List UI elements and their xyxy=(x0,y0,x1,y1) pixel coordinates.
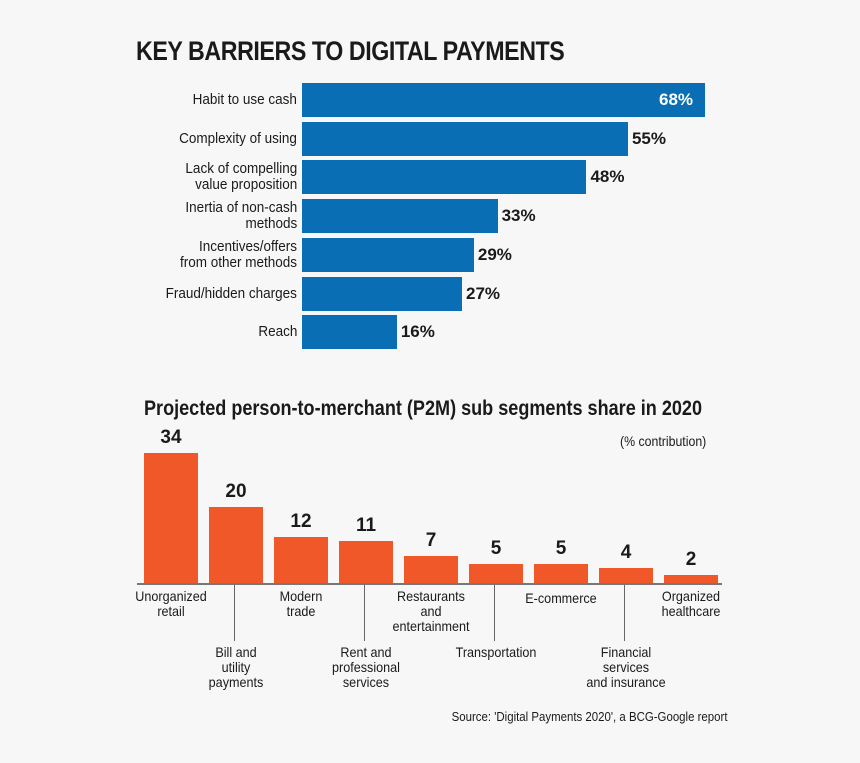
bar xyxy=(302,276,462,311)
bar xyxy=(302,237,474,272)
bar xyxy=(664,575,718,583)
category-label: Incentives/offers from other methods xyxy=(179,237,297,271)
category-label: Modern trade xyxy=(279,588,323,619)
bar xyxy=(404,556,458,583)
value-label: 2 xyxy=(685,549,697,571)
category-label: Complexity of using xyxy=(179,129,297,147)
value-label: 7 xyxy=(425,530,437,552)
value-label: 48% xyxy=(590,167,625,187)
bar xyxy=(339,540,393,583)
source-note: Source: 'Digital Payments 2020', a BCG-G… xyxy=(452,709,728,724)
bar xyxy=(469,563,523,583)
value-label: 29% xyxy=(477,244,512,264)
value-label: 5 xyxy=(555,537,567,559)
category-label: Inertia of non-cash methods xyxy=(185,199,297,233)
bar xyxy=(302,83,705,117)
label-leader-line xyxy=(364,585,365,641)
value-label: 33% xyxy=(501,206,536,226)
barriers-chart-title: KEY BARRIERS TO DIGITAL PAYMENTS xyxy=(136,36,565,66)
value-label: 5 xyxy=(490,537,502,559)
bar xyxy=(302,121,628,156)
category-label: Financial services and insurance xyxy=(586,644,666,690)
bar xyxy=(209,506,263,583)
bar xyxy=(302,160,587,195)
value-label: 68% xyxy=(659,90,694,109)
category-label: Bill and utility payments xyxy=(208,644,264,690)
value-label: 55% xyxy=(631,128,666,148)
value-label: 16% xyxy=(400,322,435,342)
bar xyxy=(534,563,588,583)
category-label: Restaurants and entertainment xyxy=(392,588,470,634)
category-label: E-commerce xyxy=(525,590,597,606)
bar xyxy=(302,199,498,234)
label-leader-line xyxy=(494,585,495,641)
category-label: Rent and professional services xyxy=(332,644,400,690)
value-label: 20 xyxy=(225,480,247,502)
label-leader-line xyxy=(624,585,625,641)
label-leader-line xyxy=(234,585,235,641)
category-label: Transportation xyxy=(455,644,537,660)
unit-label: (% contribution) xyxy=(620,433,707,449)
category-label: Reach xyxy=(257,323,297,341)
value-label: 12 xyxy=(290,511,312,533)
value-label: 11 xyxy=(355,514,377,536)
category-label: Habit to use cash xyxy=(192,91,297,108)
category-label: Fraud/hidden charges xyxy=(165,284,297,302)
value-label: 34 xyxy=(160,427,182,448)
p2m-chart-title: Projected person-to-merchant (P2M) sub s… xyxy=(144,397,703,420)
value-label: 4 xyxy=(620,541,632,563)
value-label: 27% xyxy=(466,283,501,303)
category-label: Organized healthcare xyxy=(661,588,721,619)
bar xyxy=(274,537,328,583)
x-axis-line xyxy=(137,583,722,585)
category-label: Unorganized retail xyxy=(135,588,207,619)
bar xyxy=(144,453,198,583)
bar xyxy=(599,567,653,583)
category-label: Lack of compelling value proposition xyxy=(185,160,297,194)
bar xyxy=(302,315,397,350)
